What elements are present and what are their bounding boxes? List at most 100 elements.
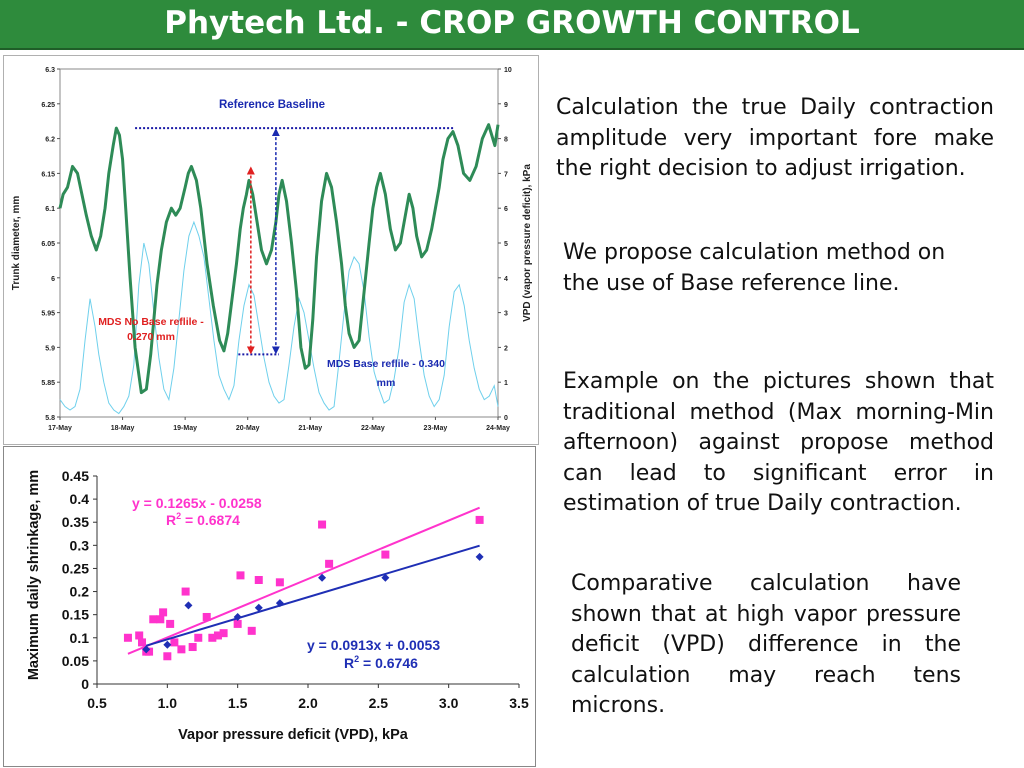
pink-r2-superscript: 2 — [176, 511, 181, 521]
data-point-diamond — [275, 599, 284, 608]
y-tick-label: 6.15 — [41, 171, 55, 178]
data-point-diamond — [163, 640, 172, 649]
data-point-square — [275, 578, 284, 587]
y-tick-label: 6.05 — [41, 241, 55, 248]
data-point-square — [181, 587, 190, 596]
data-point-square — [170, 638, 179, 647]
y-tick-label: 5.8 — [45, 415, 55, 422]
trend-line-0 — [127, 506, 480, 655]
paragraph-example: Example on the pictures shown that tradi… — [563, 369, 994, 516]
data-point-square — [177, 645, 186, 654]
y-axis-label: Maximum daily shrinkage, mm — [26, 470, 42, 680]
y-tick-label: 0.1 — [70, 630, 90, 646]
blue-r2-label: R2 = 0.6746 — [344, 654, 418, 671]
y-tick-label: 0.3 — [70, 537, 90, 553]
x-tick-label: 21-May — [298, 425, 322, 432]
y-tick-label: 6.3 — [45, 67, 55, 74]
y-tick-label: 6.25 — [41, 102, 55, 109]
x-tick-label: 2.5 — [369, 695, 389, 711]
y-tick-label: 0.25 — [62, 560, 89, 576]
y-axis-label: Trunk diameter, mm — [11, 196, 22, 291]
trunk-diameter-chart: 5.8 5.85 5.9 5.95 6 6.05 6.1 6.15 6.2 6.25 6.3 0 1 2 3… — [3, 55, 539, 445]
data-point-square — [213, 631, 222, 640]
data-point-square — [149, 615, 158, 624]
title-bar: Phytech Ltd. - CROP GROWTH CONTROL — [0, 0, 1024, 50]
mds-base-unit: mm — [377, 377, 396, 389]
y-tick-label: 0.45 — [62, 468, 89, 484]
data-point-square — [208, 633, 217, 642]
data-point-square — [202, 612, 211, 621]
x-tick-label: 3.5 — [509, 695, 529, 711]
y-tick-label: 0.35 — [62, 514, 89, 530]
x-tick-label: 17-May — [48, 425, 72, 432]
y-tick-label: 0.2 — [70, 584, 90, 600]
x-axis-label: Vapor pressure deficit (VPD), kPa — [178, 727, 409, 743]
mds-base-label: MDS Base reflile - 0.340 — [327, 358, 445, 370]
blue-r2-superscript: 2 — [354, 654, 359, 664]
trunk-diameter-chart-svg: 5.85.855.95.9566.056.16.156.26.256.30123… — [11, 67, 533, 432]
y-tick-label: 0.15 — [62, 607, 89, 623]
pink-equation-label: y = 0.1265x - 0.0258 — [132, 495, 262, 511]
blue-r2-value: = 0.6746 — [359, 655, 418, 671]
pink-r2-value: = 0.6874 — [181, 512, 240, 528]
data-point-square — [219, 629, 228, 638]
y2-tick-label: 5 — [504, 241, 508, 248]
x-tick-label: 3.0 — [439, 695, 459, 711]
data-point-diamond — [254, 603, 263, 612]
y2-tick-label: 2 — [504, 345, 508, 352]
y2-tick-label: 4 — [504, 276, 508, 283]
data-point-diamond — [184, 601, 193, 610]
paragraph-proposed-method: We propose calculation method on the use… — [563, 240, 946, 296]
data-point-square — [381, 550, 390, 559]
y2-tick-label: 3 — [504, 311, 508, 318]
data-point-square — [247, 626, 256, 635]
y2-axis-label: VPD (vapor pressure deficit), kPa — [522, 164, 533, 322]
shrinkage-scatter-chart-svg: 0 0.05 0.1 0.15 0.2 0.25 0.3 0.35 0.4 0.45 0.5 1.0 1… — [26, 468, 529, 743]
data-point-square — [325, 559, 334, 568]
x-tick-label: 0.5 — [87, 695, 107, 711]
data-point-square — [159, 608, 168, 617]
y-tick-label: 0.05 — [62, 653, 89, 669]
y-tick-label: 5.9 — [45, 345, 55, 352]
data-point-square — [188, 643, 197, 652]
x-tick-label: 20-May — [236, 425, 260, 432]
data-point-diamond — [233, 612, 242, 621]
reference-baseline-label: Reference Baseline — [219, 99, 325, 111]
paragraph-daily-contraction: Calculation the true Daily contraction a… — [556, 95, 994, 181]
blue-equation-label: y = 0.0913x + 0.0053 — [307, 637, 440, 653]
x-tick-label: 23-May — [424, 425, 448, 432]
data-point-diamond — [381, 573, 390, 582]
data-point-square — [318, 520, 327, 529]
y2-tick-label: 0 — [504, 415, 508, 422]
y-tick-label: 6.2 — [45, 137, 55, 144]
y-tick-label: 6 — [51, 276, 55, 283]
data-point-square — [123, 633, 132, 642]
x-tick-label: 1.5 — [228, 695, 248, 711]
y2-tick-label: 6 — [504, 206, 508, 213]
blue-r2-letter: R — [344, 655, 354, 671]
data-point-square — [236, 571, 245, 580]
y-tick-label: 5.85 — [41, 380, 55, 387]
y2-tick-label: 10 — [504, 67, 512, 74]
data-point-square — [163, 652, 172, 661]
y-tick-label: 0.4 — [70, 491, 90, 507]
y-tick-label: 0 — [81, 676, 89, 692]
mds-no-base-value: 0.270 mm — [127, 331, 175, 343]
x-tick-label: 19-May — [173, 425, 197, 432]
data-point-square — [166, 619, 175, 628]
x-tick-label: 2.0 — [298, 695, 318, 711]
vpd-series-line — [59, 220, 499, 415]
data-point-diamond — [142, 645, 151, 654]
y2-tick-label: 8 — [504, 137, 508, 144]
y2-tick-label: 9 — [504, 102, 508, 109]
trunk-diameter-series-line — [58, 123, 500, 395]
page-title: Phytech Ltd. - CROP GROWTH CONTROL — [164, 5, 860, 41]
data-point-square — [194, 633, 203, 642]
pink-r2-label: R2 = 0.6874 — [166, 511, 240, 528]
pink-r2-letter: R — [166, 512, 176, 528]
data-point-diamond — [475, 552, 484, 561]
data-point-square — [156, 615, 165, 624]
data-point-square — [233, 619, 242, 628]
x-tick-label: 22-May — [361, 425, 385, 432]
x-tick-label: 1.0 — [158, 695, 178, 711]
